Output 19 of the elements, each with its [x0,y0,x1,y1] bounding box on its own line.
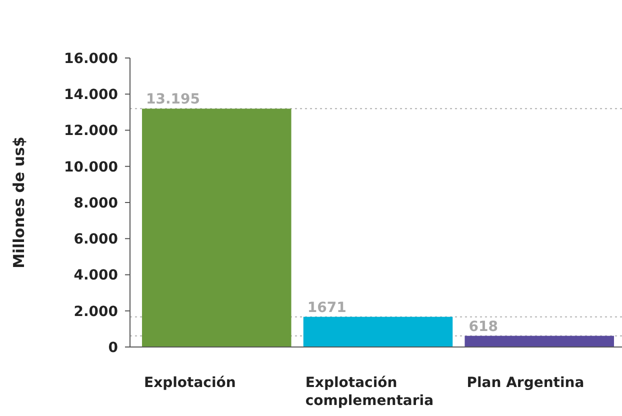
y-tick-label: 12.000 [64,123,118,140]
y-tick-label: 0 [108,340,118,356]
y-tick-label: 16.000 [64,50,118,67]
bar [303,316,453,347]
data-label: 1671 [307,300,346,316]
y-tick-label: 4.000 [74,268,118,284]
bar [464,336,614,347]
y-axis-title: Millones de us$ [10,136,28,268]
data-label: 618 [468,318,498,335]
y-tick-label: 6.000 [74,232,118,248]
y-tick-label: 8.000 [74,195,118,212]
y-tick-label: 14.000 [64,87,118,104]
x-tick-label: Explotación [144,375,236,391]
bar [142,108,292,347]
y-tick-label: 10.000 [64,159,118,176]
data-label: 13.195 [146,92,200,108]
x-tick-label: Explotación complementaria [305,375,434,409]
x-tick-label: Plan Argentina [466,375,584,391]
y-tick-label: 2.000 [74,304,118,320]
